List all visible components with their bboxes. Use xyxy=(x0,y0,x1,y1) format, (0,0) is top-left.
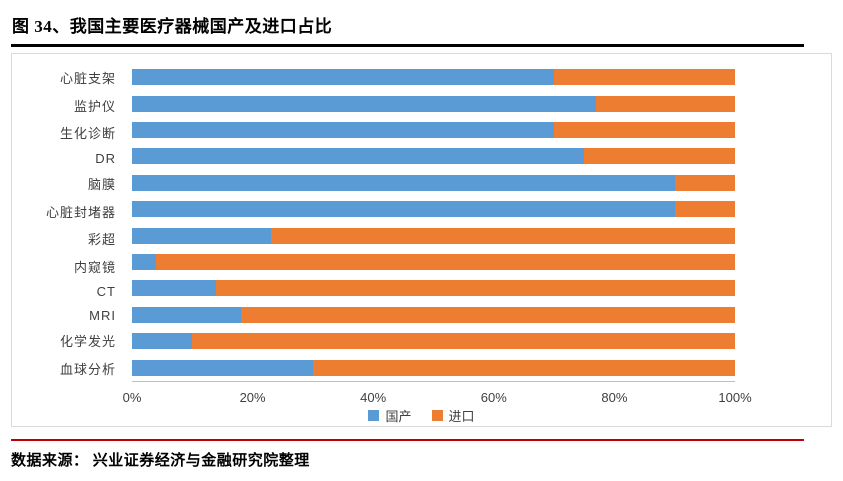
category-label: 心脏封堵器 xyxy=(45,204,116,220)
bar-row xyxy=(132,359,735,376)
bar-row xyxy=(132,201,735,218)
legend-label-import: 进口 xyxy=(448,408,475,424)
source-divider xyxy=(11,439,804,441)
bar-row xyxy=(132,95,735,112)
x-tick-label: 80% xyxy=(601,390,628,405)
bar-segment-domestic xyxy=(132,333,193,350)
legend-label-domestic: 国产 xyxy=(385,408,412,424)
bar-segment-import xyxy=(554,69,735,86)
bar-segment-domestic xyxy=(132,280,217,297)
bar-segment-import xyxy=(216,280,735,297)
bar-segment-import xyxy=(192,333,735,350)
bar-rows xyxy=(132,64,735,381)
bar-row xyxy=(132,333,735,350)
bar-row xyxy=(132,280,735,297)
x-tick-label: 0% xyxy=(122,390,142,405)
bar-row xyxy=(132,69,735,86)
category-label: 心脏支架 xyxy=(59,71,116,87)
category-label: CT xyxy=(96,284,116,300)
bar-row xyxy=(132,306,735,323)
category-label: 脑膜 xyxy=(87,177,116,193)
category-label: 彩超 xyxy=(87,232,116,248)
bar-segment-import xyxy=(674,174,735,191)
x-tick-label: 20% xyxy=(239,390,266,405)
chart-legend: 国产 进口 xyxy=(12,406,831,424)
bar-row xyxy=(132,227,735,244)
bar-row xyxy=(132,174,735,191)
category-label: 生化诊断 xyxy=(59,126,116,142)
bar-segment-domestic xyxy=(132,95,597,112)
bar-segment-import xyxy=(312,359,735,376)
legend-swatch-domestic xyxy=(368,409,380,421)
category-label: MRI xyxy=(89,307,116,323)
legend-item-import: 进口 xyxy=(431,406,475,425)
category-label: 内窥镜 xyxy=(73,259,116,275)
bar-segment-import xyxy=(596,95,735,112)
bar-segment-import xyxy=(554,122,735,139)
figure-title: 图 34、我国主要医疗器械国产及进口占比 xyxy=(12,17,333,36)
bar-row xyxy=(132,148,735,165)
bar-segment-import xyxy=(674,201,735,218)
value-axis: 0% 20% 40% 60% 80% 100% xyxy=(123,386,752,405)
category-label: 血球分析 xyxy=(59,361,116,377)
x-tick-label: 40% xyxy=(360,390,387,405)
bar-segment-domestic xyxy=(132,148,585,165)
stacked-bar-chart: 心脏支架监护仪生化诊断 DR 脑膜心脏封堵器彩超内窥镜 CT MRI 化学发光血球分析 0… xyxy=(11,53,832,427)
title-divider xyxy=(11,44,804,47)
plot-area xyxy=(132,64,735,382)
bar-segment-domestic xyxy=(132,122,555,139)
x-tick-label: 60% xyxy=(480,390,507,405)
bar-segment-domestic xyxy=(132,201,675,218)
bar-segment-domestic xyxy=(132,227,271,244)
bar-segment-import xyxy=(156,254,735,271)
x-tick-label: 100% xyxy=(718,390,752,405)
legend-item-domestic: 国产 xyxy=(368,406,412,425)
bar-segment-domestic xyxy=(132,306,241,323)
category-label: 化学发光 xyxy=(59,334,116,350)
bar-segment-domestic xyxy=(132,174,675,191)
bar-segment-import xyxy=(240,306,735,323)
bar-segment-domestic xyxy=(132,254,157,271)
data-source: 数据来源： 兴业证券经济与金融研究院整理 xyxy=(11,453,310,469)
bar-segment-import xyxy=(270,227,735,244)
legend-swatch-import xyxy=(431,409,443,421)
bar-segment-import xyxy=(584,148,735,165)
bar-segment-domestic xyxy=(132,69,555,86)
bar-segment-domestic xyxy=(132,359,313,376)
category-label: 监护仪 xyxy=(73,98,116,114)
bar-row xyxy=(132,122,735,139)
category-label: DR xyxy=(95,150,116,166)
bar-row xyxy=(132,254,735,271)
category-axis-labels: 心脏支架监护仪生化诊断 DR 脑膜心脏封堵器彩超内窥镜 CT MRI 化学发光血球分析 xyxy=(12,64,124,382)
